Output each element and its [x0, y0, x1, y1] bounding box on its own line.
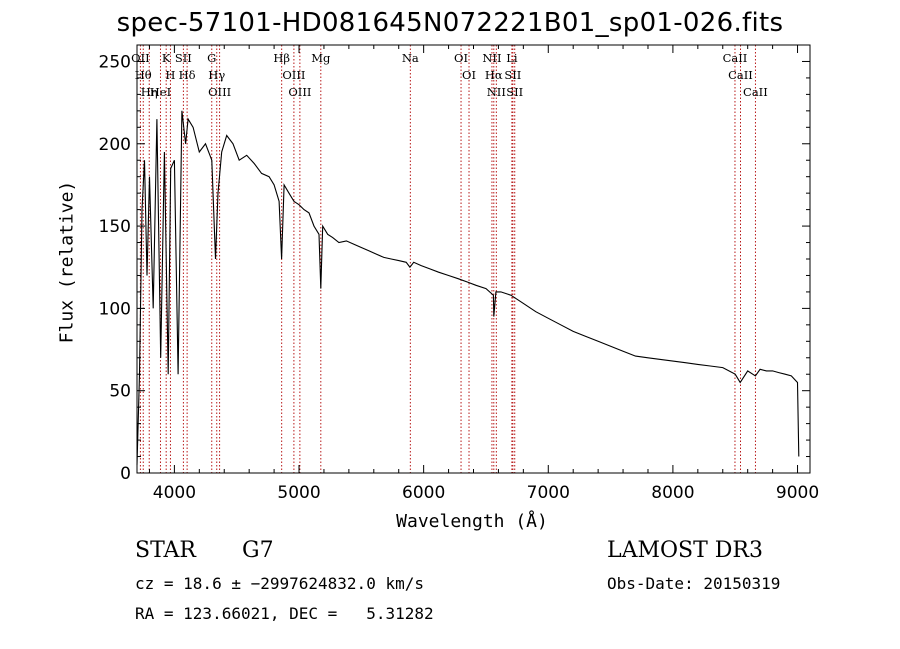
line-marker-label: SII	[504, 68, 521, 82]
line-marker-label: K	[162, 51, 171, 65]
x-tick-label: 4000	[153, 483, 196, 503]
y-axis-ticks: 0 50 100 150 200 250	[99, 52, 810, 484]
line-marker-label: CaII	[728, 68, 753, 82]
line-marker-label: Hα	[485, 68, 503, 82]
y-tick-label: 200	[99, 135, 131, 155]
line-marker-label: OIII	[282, 68, 305, 82]
x-axis-label: Wavelength (Å)	[396, 511, 548, 532]
y-axis-label: Flux (relative)	[56, 180, 78, 344]
plot-frame	[136, 44, 811, 474]
spectral-line-markers	[139, 45, 756, 473]
line-marker-label: Li	[506, 51, 518, 65]
x-tick-label: 8000	[651, 483, 694, 503]
line-marker-label: OII	[131, 51, 150, 65]
line-marker-label: Hη	[141, 85, 158, 99]
line-marker-label: HeI	[150, 85, 171, 99]
line-marker-label: Mg	[311, 51, 331, 65]
y-tick-label: 250	[99, 52, 131, 72]
x-axis-ticks: 4000 5000 6000 7000 8000 9000	[148, 45, 819, 503]
line-marker-label: Hθ	[135, 68, 152, 82]
line-marker-label: CaII	[723, 51, 748, 65]
survey-name: LAMOST DR3	[607, 538, 763, 563]
line-marker-label: OI	[462, 68, 476, 82]
object-subclass: G7	[242, 538, 274, 563]
x-tick-label: 6000	[402, 483, 445, 503]
line-marker-label: CaII	[743, 85, 768, 99]
line-marker-label: OIII	[288, 85, 311, 99]
line-marker-label: OI	[454, 51, 468, 65]
x-tick-label: 9000	[776, 483, 819, 503]
line-marker-label: NII	[482, 51, 501, 65]
chart-title: spec-57101-HD081645N072221B01_sp01-026.f…	[116, 8, 784, 38]
line-marker-label: NII	[487, 85, 506, 99]
line-marker-label: SII	[506, 85, 523, 99]
y-tick-label: 50	[109, 382, 131, 402]
line-marker-label: H	[165, 68, 175, 82]
line-marker-label: Na	[402, 51, 419, 65]
line-marker-label: Hδ	[179, 68, 196, 82]
object-class: STAR	[135, 538, 196, 563]
spectrum-series-line	[136, 110, 800, 465]
x-tick-label: 7000	[527, 483, 570, 503]
redshift-readout: cz = 18.6 ± −2997624832.0 km/s	[135, 574, 424, 593]
line-marker-label: SII	[175, 51, 192, 65]
coordinates-readout: RA = 123.66021, DEC = 5.31282	[135, 604, 434, 623]
line-marker-label: G	[207, 51, 216, 65]
line-marker-label: OIII	[208, 85, 231, 99]
x-tick-label: 5000	[277, 483, 320, 503]
observation-date: Obs-Date: 20150319	[607, 574, 781, 593]
line-marker-label: Hγ	[208, 68, 225, 82]
line-marker-label: Hβ	[273, 51, 290, 65]
y-tick-label: 100	[99, 299, 131, 319]
y-tick-label: 0	[120, 464, 131, 484]
y-tick-label: 150	[99, 217, 131, 237]
